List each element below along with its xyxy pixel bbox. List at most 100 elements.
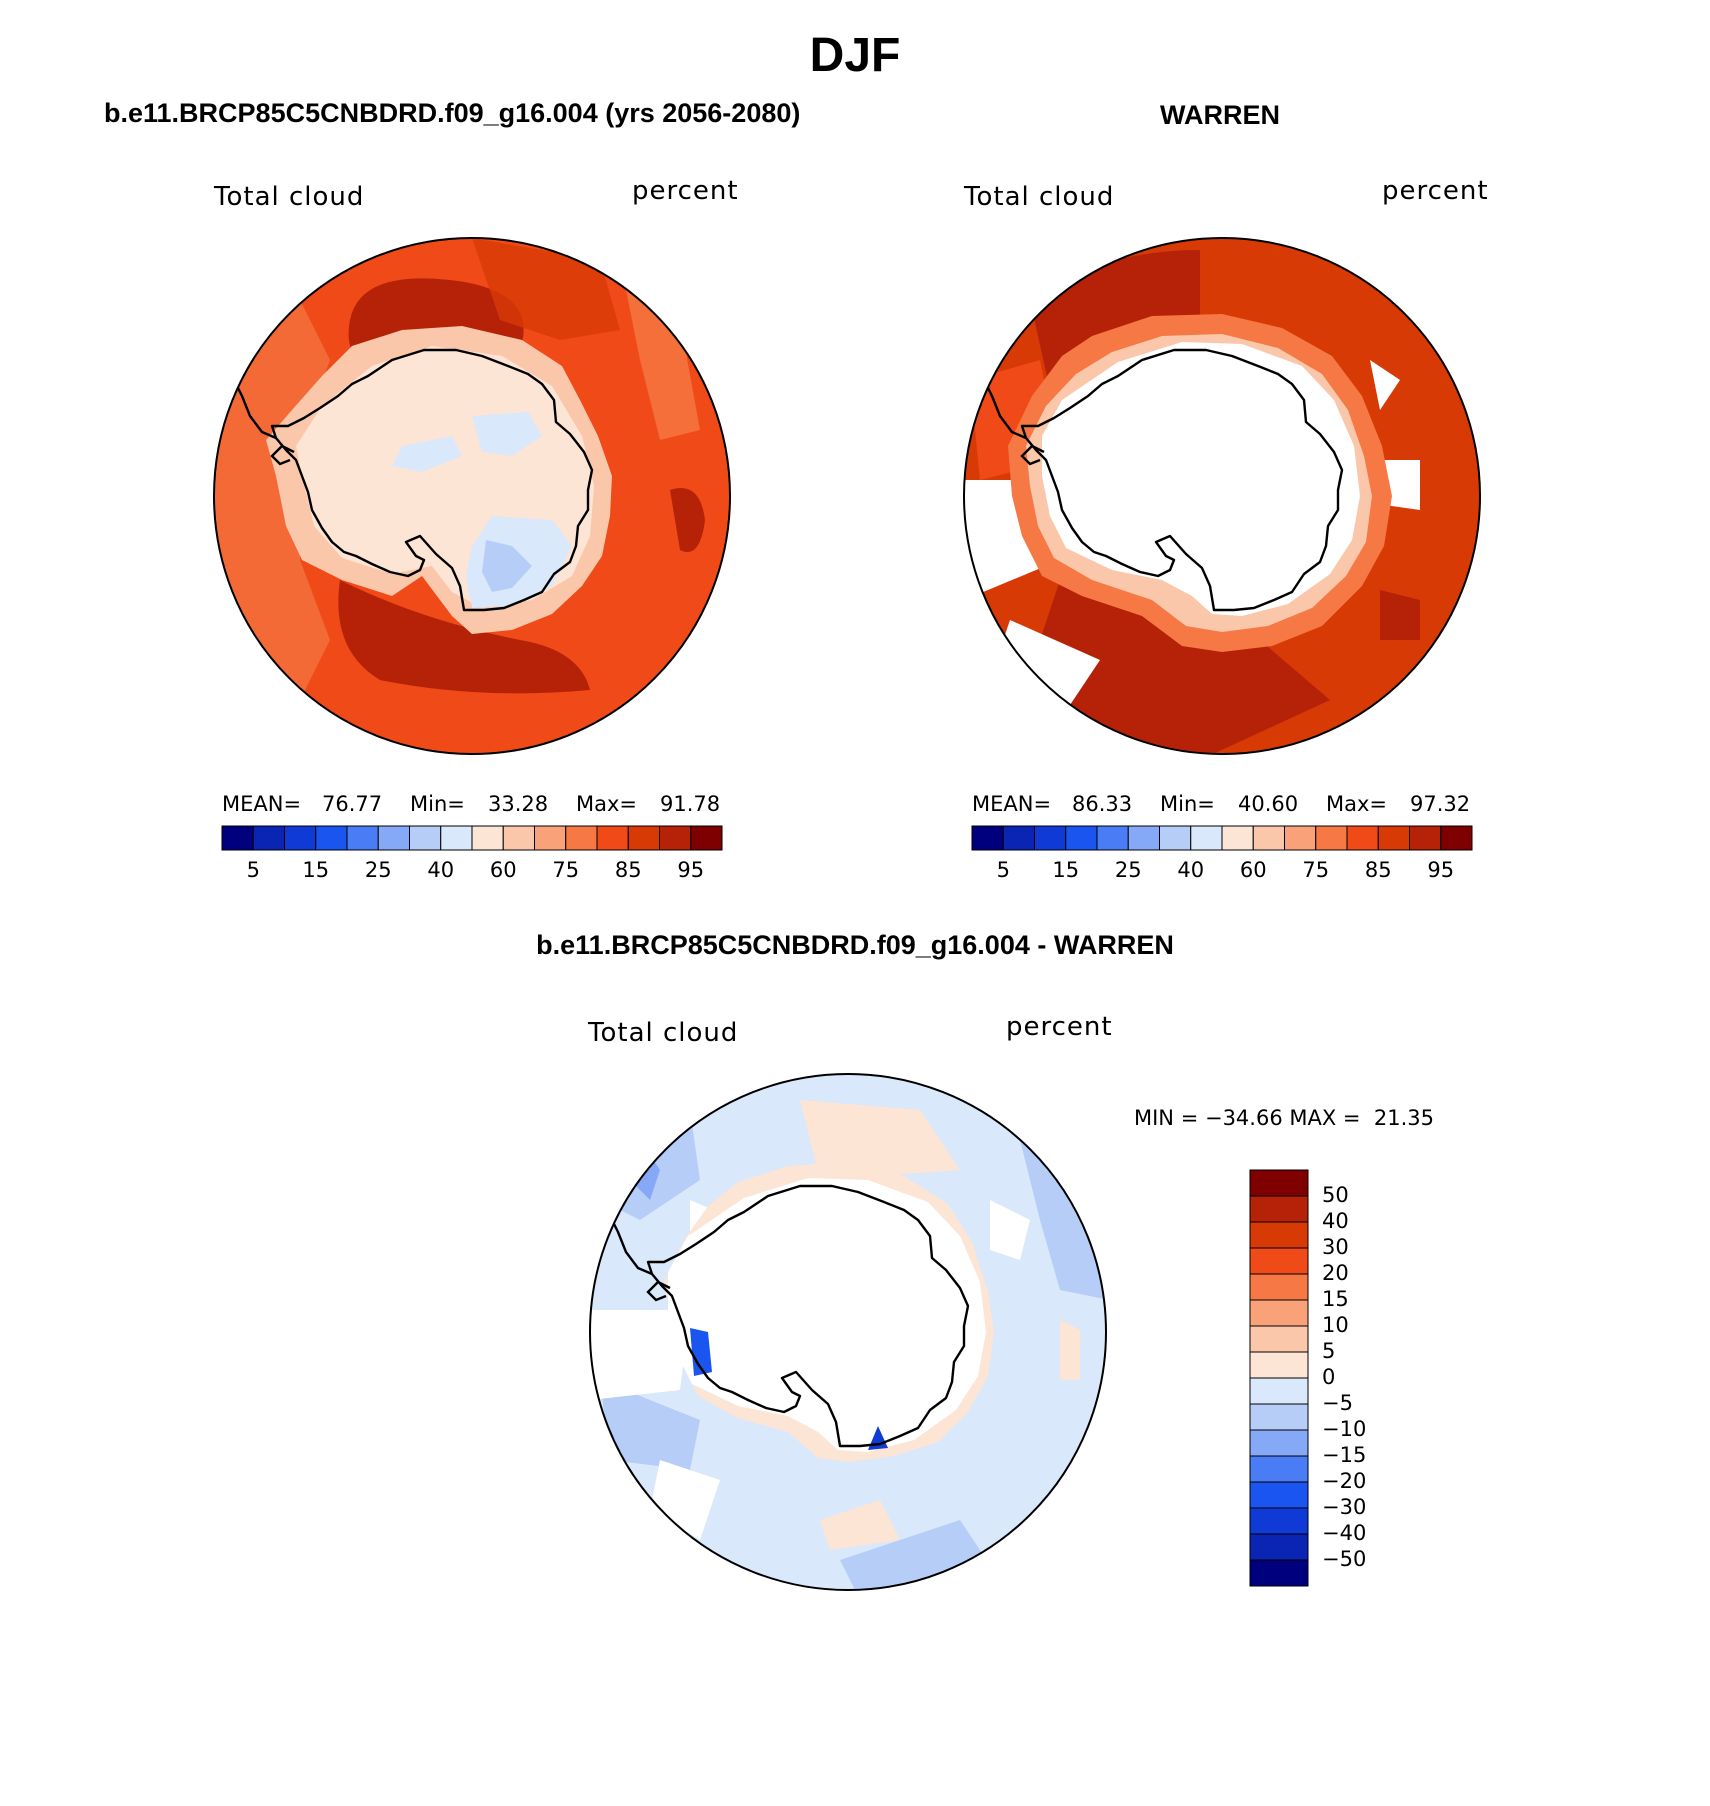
colorbar-swatch xyxy=(1249,1507,1309,1535)
colorbar-swatch xyxy=(1249,1169,1309,1197)
colorbar-tick-label: 5 xyxy=(996,858,1010,882)
panel1-title: b.e11.BRCP85C5CNBDRD.f09_g16.004 (yrs 20… xyxy=(104,98,801,128)
colorbar-tick-label: −15 xyxy=(1322,1443,1367,1467)
diff-panel-map-border xyxy=(589,1073,1107,1591)
colorbar-swatch xyxy=(1249,1221,1309,1249)
colorbar-swatch xyxy=(1034,825,1067,851)
colorbar-swatch xyxy=(409,825,442,851)
colorbar-swatch xyxy=(284,825,317,851)
panel2-min-value: 40.60 xyxy=(1238,792,1299,816)
colorbar-tick-label: −10 xyxy=(1322,1417,1367,1441)
colorbar-swatch xyxy=(1284,825,1317,851)
diff-colorbar xyxy=(1249,1169,1309,1587)
panel1-units-label: percent xyxy=(632,176,739,206)
panel1-colorbar xyxy=(221,825,723,851)
colorbar-swatch xyxy=(1249,1429,1309,1457)
colorbar-tick-label: 40 xyxy=(1177,858,1205,882)
panel2-min-label: Min= xyxy=(1160,792,1215,816)
panel1-max-label: Max= xyxy=(576,792,638,816)
colorbar-swatch xyxy=(1065,825,1098,851)
panel2-units-label: percent xyxy=(1382,176,1489,206)
colorbar-swatch xyxy=(1249,1273,1309,1301)
panel1-map-border xyxy=(213,237,731,755)
colorbar-tick-label: 60 xyxy=(1239,858,1267,882)
panel2-colorbar xyxy=(971,825,1473,851)
panel2-title: WARREN xyxy=(1160,100,1280,130)
panel1-min-value: 33.28 xyxy=(488,792,549,816)
colorbar-swatch xyxy=(252,825,285,851)
colorbar-swatch xyxy=(1249,1325,1309,1353)
colorbar-swatch xyxy=(659,825,692,851)
panel2-variable-label: Total cloud xyxy=(964,182,1115,212)
colorbar-swatch xyxy=(1249,1351,1309,1379)
colorbar-swatch xyxy=(1346,825,1379,851)
colorbar-tick-label: −20 xyxy=(1322,1469,1367,1493)
colorbar-tick-label: 15 xyxy=(1322,1287,1349,1311)
diff-variable-label: Total cloud xyxy=(588,1018,739,1048)
colorbar-tick-label: 5 xyxy=(1322,1339,1336,1363)
colorbar-swatch xyxy=(1127,825,1160,851)
colorbar-swatch xyxy=(315,825,348,851)
colorbar-tick-label: 60 xyxy=(489,858,517,882)
colorbar-swatch xyxy=(1440,825,1473,851)
colorbar-tick-label: 15 xyxy=(1052,858,1080,882)
figure-title: DJF xyxy=(809,29,901,82)
colorbar-tick-label: 25 xyxy=(364,858,392,882)
panel1-map xyxy=(214,238,730,754)
colorbar-tick-label: 50 xyxy=(1322,1183,1349,1207)
colorbar-tick-label: 85 xyxy=(1364,858,1392,882)
colorbar-tick-label: 40 xyxy=(427,858,455,882)
colorbar-swatch xyxy=(1315,825,1348,851)
colorbar-swatch xyxy=(471,825,504,851)
colorbar-tick-label: 85 xyxy=(614,858,642,882)
diff-panel-title: b.e11.BRCP85C5CNBDRD.f09_g16.004 - WARRE… xyxy=(536,930,1174,960)
colorbar-swatch xyxy=(1249,1533,1309,1561)
diff-panel-map xyxy=(590,1074,1106,1590)
panel1-mean-value: 76.77 xyxy=(322,792,383,816)
panel1-max-value: 91.78 xyxy=(660,792,721,816)
colorbar-tick-label: 0 xyxy=(1322,1365,1336,1389)
panel2-map xyxy=(964,238,1480,754)
diff-units-label: percent xyxy=(1006,1012,1113,1042)
colorbar-tick-label: 40 xyxy=(1322,1209,1349,1233)
colorbar-swatch xyxy=(1249,1195,1309,1223)
colorbar-swatch xyxy=(690,825,723,851)
colorbar-tick-label: 5 xyxy=(246,858,260,882)
colorbar-swatch xyxy=(1190,825,1223,851)
colorbar-tick-label: −30 xyxy=(1322,1495,1367,1519)
colorbar-tick-label: 75 xyxy=(1302,858,1330,882)
colorbar-swatch xyxy=(1249,1247,1309,1275)
colorbar-swatch xyxy=(534,825,567,851)
colorbar-swatch xyxy=(1249,1377,1309,1405)
colorbar-swatch xyxy=(1002,825,1035,851)
panel2-mean-value: 86.33 xyxy=(1072,792,1133,816)
colorbar-swatch xyxy=(1249,1299,1309,1327)
colorbar-swatch xyxy=(1249,1481,1309,1509)
colorbar-tick-label: −50 xyxy=(1322,1547,1367,1571)
colorbar-swatch xyxy=(346,825,379,851)
colorbar-swatch xyxy=(1252,825,1285,851)
panel2-max-value: 97.32 xyxy=(1410,792,1471,816)
colorbar-swatch xyxy=(1249,1403,1309,1431)
colorbar-swatch xyxy=(565,825,598,851)
panel2-map-border xyxy=(963,237,1481,755)
colorbar-tick-label: 95 xyxy=(1427,858,1455,882)
colorbar-swatch xyxy=(596,825,629,851)
colorbar-swatch xyxy=(1249,1559,1309,1587)
colorbar-tick-label: 10 xyxy=(1322,1313,1349,1337)
colorbar-swatch xyxy=(440,825,473,851)
panel1-variable-label: Total cloud xyxy=(214,182,365,212)
colorbar-swatch xyxy=(1159,825,1192,851)
colorbar-tick-label: −40 xyxy=(1322,1521,1367,1545)
colorbar-tick-label: 15 xyxy=(302,858,330,882)
colorbar-swatch xyxy=(1221,825,1254,851)
colorbar-swatch xyxy=(502,825,535,851)
colorbar-swatch xyxy=(1096,825,1129,851)
panel2-mean-label: MEAN= xyxy=(972,792,1052,816)
colorbar-tick-label: 25 xyxy=(1114,858,1142,882)
panel1-min-label: Min= xyxy=(410,792,465,816)
panel2-max-label: Max= xyxy=(1326,792,1388,816)
colorbar-swatch xyxy=(377,825,410,851)
colorbar-tick-label: 20 xyxy=(1322,1261,1349,1285)
